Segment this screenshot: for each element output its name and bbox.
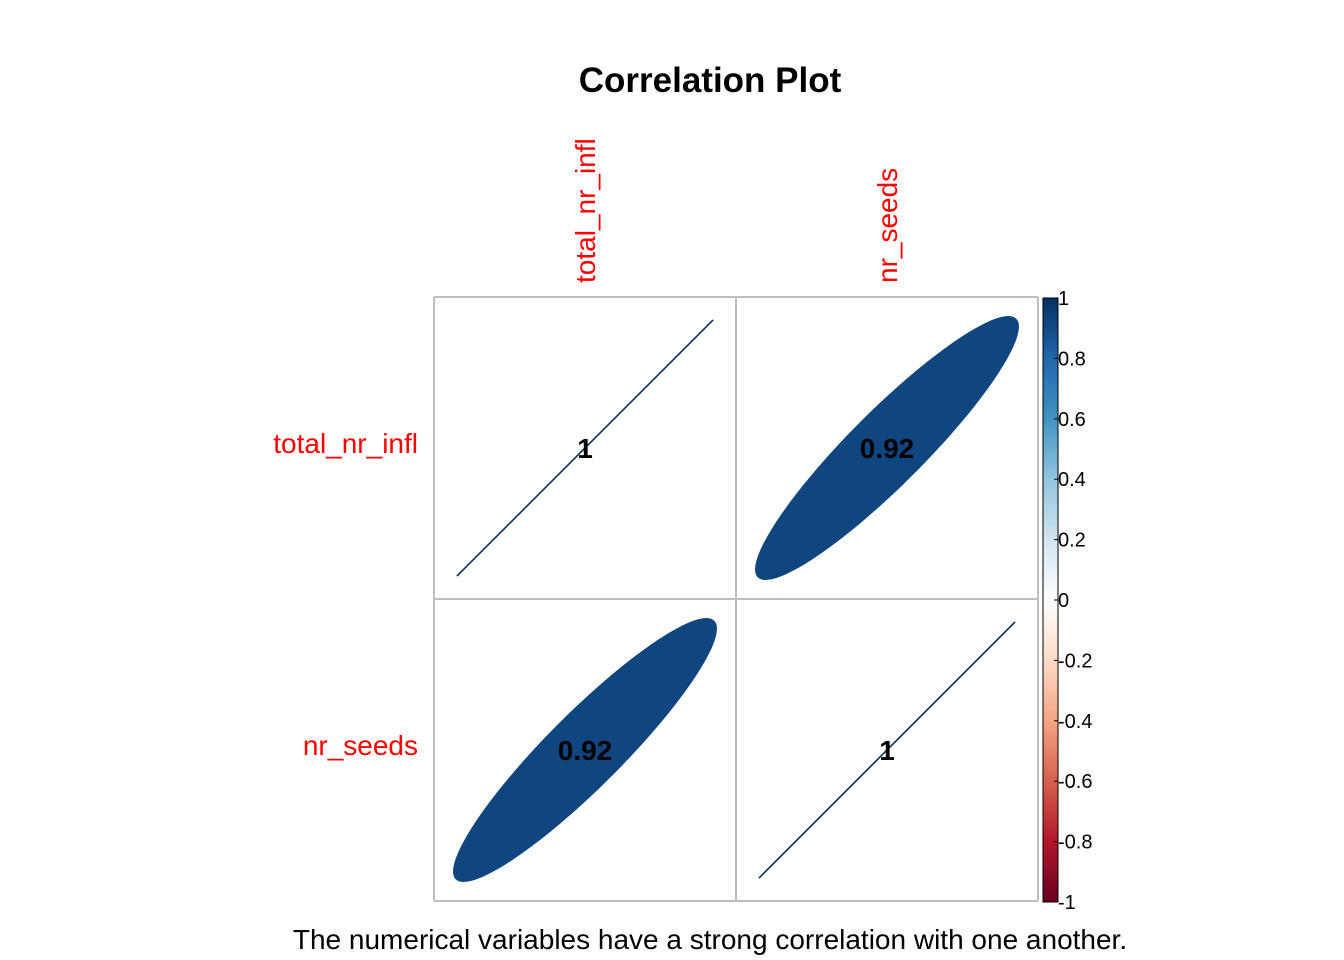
column-label: nr_seeds (872, 168, 903, 283)
correlation-value: 0.92 (860, 433, 915, 464)
colorbar: 1 0.8 0.6 0.4 0.2 0 -0.2 -0.4 -0.6 -0.8 -1 (1042, 288, 1092, 914)
correlation-value: 1 (879, 735, 895, 766)
colorbar-gradient (1043, 298, 1058, 902)
correlation-value: 1 (577, 433, 593, 464)
row-labels: total_nr_infl nr_seeds (273, 428, 418, 761)
colorbar-tick-label: 0.8 (1058, 348, 1086, 370)
colorbar-tick-label: -0.2 (1058, 650, 1092, 672)
correlation-value: 0.92 (558, 735, 613, 766)
chart-caption: The numerical variables have a strong co… (293, 924, 1127, 955)
colorbar-tick-label: -0.6 (1058, 771, 1092, 793)
row-label: total_nr_infl (273, 428, 418, 459)
row-label: nr_seeds (303, 730, 418, 761)
colorbar-tick-label: 1 (1058, 288, 1069, 310)
colorbar-tick-label: -1 (1058, 892, 1076, 914)
colorbar-tick-label: 0.2 (1058, 530, 1086, 552)
correlation-matrix: 1 0.92 0.92 1 (433, 296, 1039, 902)
column-label: total_nr_infl (570, 138, 601, 283)
column-labels: total_nr_infl nr_seeds (570, 138, 903, 283)
correlation-line (758, 621, 1016, 879)
chart-title: Correlation Plot (579, 61, 842, 100)
correlation-ellipse (755, 316, 1019, 580)
colorbar-tick-label: 0.6 (1058, 409, 1086, 431)
colorbar-tick-label: 0.4 (1058, 469, 1086, 491)
colorbar-ticks: 1 0.8 0.6 0.4 0.2 0 -0.2 -0.4 -0.6 -0.8 -1 (1042, 288, 1092, 914)
colorbar-tick-label: 0 (1058, 590, 1069, 612)
colorbar-tick-label: -0.4 (1058, 711, 1092, 733)
correlation-ellipse (453, 618, 717, 882)
correlation-line (456, 319, 714, 577)
colorbar-tick-label: -0.8 (1058, 832, 1092, 854)
